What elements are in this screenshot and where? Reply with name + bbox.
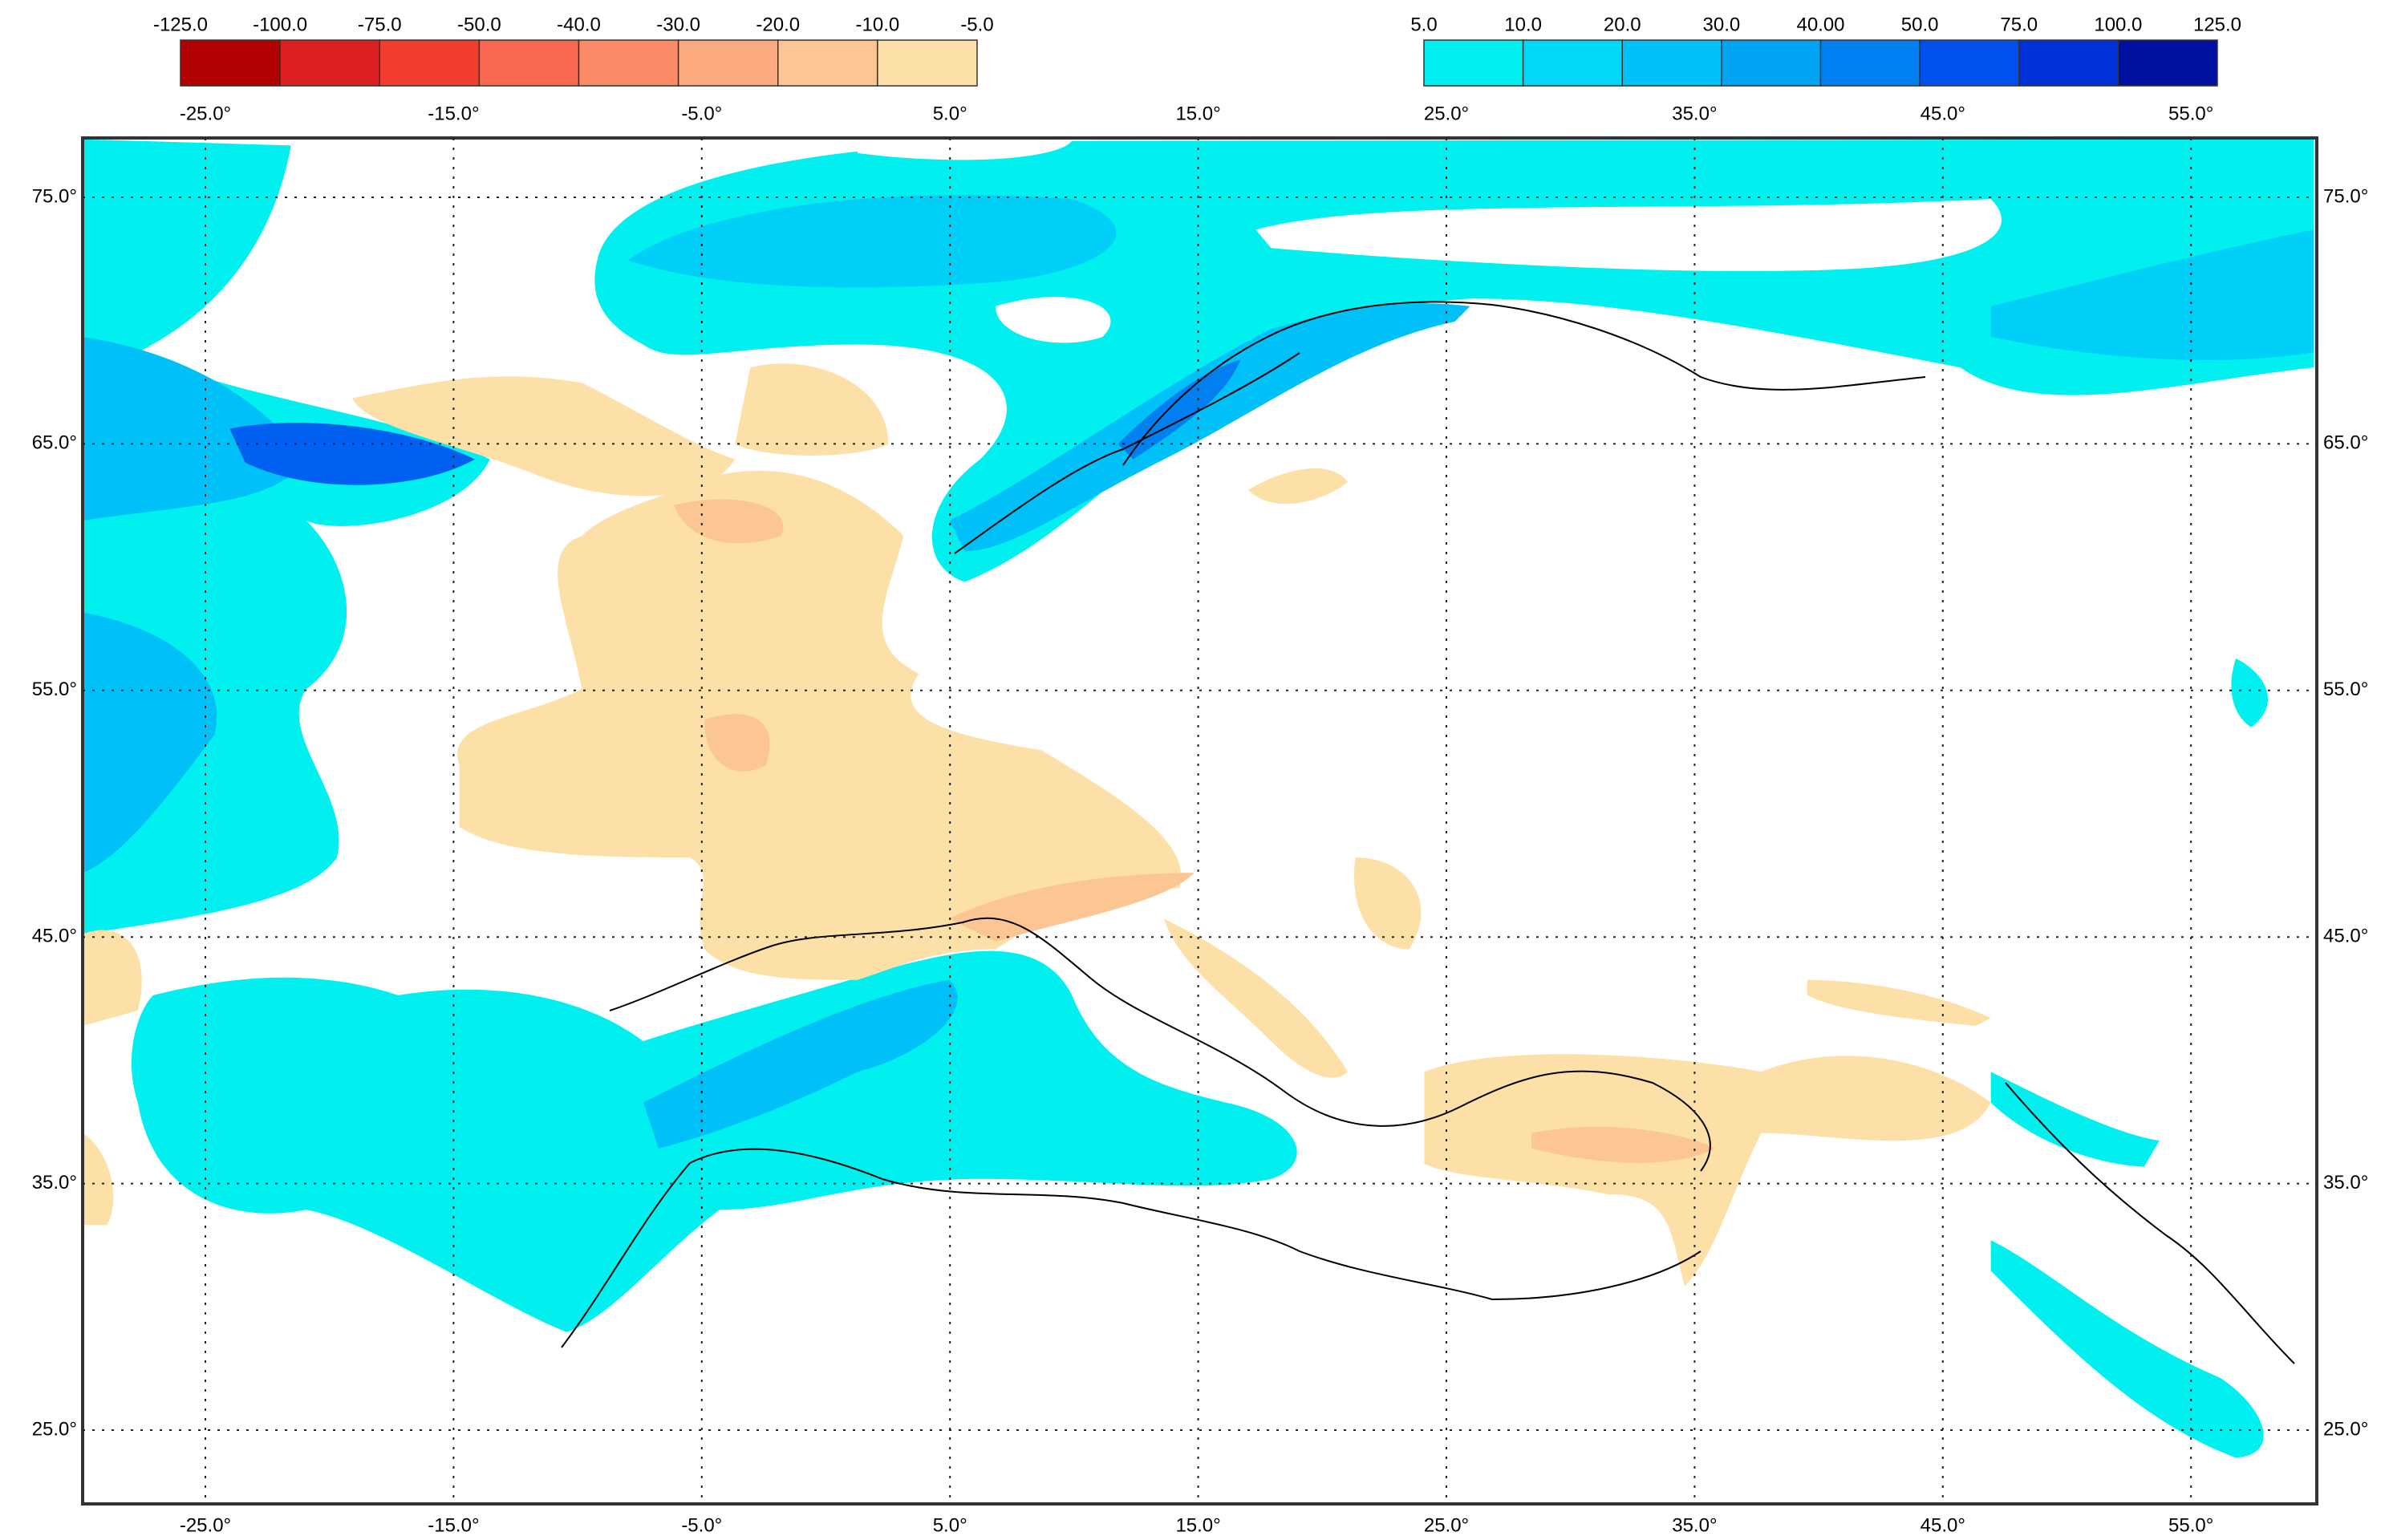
legend-label: -100.0 [253, 14, 307, 35]
map-frame [81, 136, 2318, 1506]
legend-label: -40.0 [557, 14, 601, 35]
lat-label: 35.0° [2323, 1172, 2368, 1194]
lon-label: -25.0° [180, 103, 231, 124]
lon-label: 55.0° [2168, 1514, 2213, 1536]
legend-swatch [877, 39, 978, 87]
lat-label: 55.0° [2323, 679, 2368, 700]
legend-label: 30.0 [1703, 14, 1741, 35]
anomaly-area [229, 423, 475, 485]
legend-label: 5.0 [1410, 14, 1437, 35]
legend-label: 20.0 [1604, 14, 1641, 35]
legend-swatch [1919, 39, 2020, 87]
legend-swatch [279, 39, 380, 87]
lon-label: 5.0° [933, 1514, 967, 1536]
anomaly-area [1117, 359, 1241, 460]
legend-label: 10.0 [1504, 14, 1542, 35]
legend-label: -30.0 [656, 14, 700, 35]
lon-label: -25.0° [180, 1514, 231, 1536]
anomaly-area [131, 950, 1297, 1332]
legend-label: -20.0 [756, 14, 800, 35]
legend-label: -10.0 [856, 14, 900, 35]
lat-label: 75.0° [2323, 185, 2368, 207]
lon-label: 55.0° [2168, 103, 2213, 124]
lat-label: 25.0° [32, 1418, 77, 1440]
legend-swatch [1721, 39, 1822, 87]
lat-label: 45.0° [2323, 926, 2368, 947]
lon-label: 45.0° [1921, 103, 1965, 124]
lon-label: 15.0° [1175, 103, 1220, 124]
coastline [561, 1148, 1702, 1348]
legend-label: 50.0 [1901, 14, 1939, 35]
legend-swatch [2117, 39, 2218, 87]
legend-label: -5.0 [960, 14, 993, 35]
legend-swatch [1522, 39, 1623, 87]
legend-swatch [777, 39, 878, 87]
coastline [609, 917, 1711, 1172]
lon-label: -5.0° [681, 103, 722, 124]
anomaly-area [949, 303, 1470, 552]
lat-label: 45.0° [32, 926, 77, 947]
anomaly-area [643, 979, 958, 1149]
coastline [954, 352, 1300, 554]
anomaly-area [627, 195, 2314, 361]
anomaly-area [1424, 1054, 1991, 1287]
legend-swatch [578, 39, 679, 87]
legend-swatch [180, 39, 281, 87]
lon-label: 25.0° [1424, 103, 1469, 124]
legend-label: -50.0 [457, 14, 501, 35]
legend-swatch [1819, 39, 1921, 87]
lon-label: 15.0° [1175, 1514, 1220, 1536]
anomaly-area [83, 336, 306, 873]
legend-label: 100.0 [2094, 14, 2142, 35]
anomaly-area [457, 470, 1182, 980]
lon-label: -5.0° [681, 1514, 722, 1536]
legend-label: 125.0 [2193, 14, 2241, 35]
lon-label: -15.0° [428, 1514, 479, 1536]
lat-label: 35.0° [32, 1172, 77, 1194]
lat-label: 65.0° [32, 432, 77, 454]
lat-label: 55.0° [32, 679, 77, 700]
legend-swatch [1621, 39, 1722, 87]
lat-label: 65.0° [2323, 432, 2368, 454]
coastlines [561, 301, 2295, 1364]
legend-label: -125.0 [153, 14, 208, 35]
lon-label: 45.0° [1921, 1514, 1965, 1536]
lon-label: 35.0° [1672, 1514, 1717, 1536]
anomaly-gap [858, 140, 2002, 343]
coastline [1122, 301, 1926, 466]
legend-label: 40.00 [1796, 14, 1844, 35]
legend-swatch [1423, 39, 1524, 87]
legend-label: 75.0 [2000, 14, 2038, 35]
legend-swatch [677, 39, 779, 87]
lon-label: 5.0° [933, 103, 967, 124]
lon-label: 25.0° [1424, 1514, 1469, 1536]
lat-label: 75.0° [32, 185, 77, 207]
legend-label: -75.0 [358, 14, 402, 35]
lat-label: 25.0° [2323, 1418, 2368, 1440]
coastline [2005, 1082, 2295, 1364]
lon-label: 35.0° [1672, 103, 1717, 124]
legend-swatch [2018, 39, 2119, 87]
map-shading [83, 139, 2314, 1458]
legend-swatch [379, 39, 481, 87]
lon-label: -15.0° [428, 103, 479, 124]
legend-swatch [478, 39, 580, 87]
